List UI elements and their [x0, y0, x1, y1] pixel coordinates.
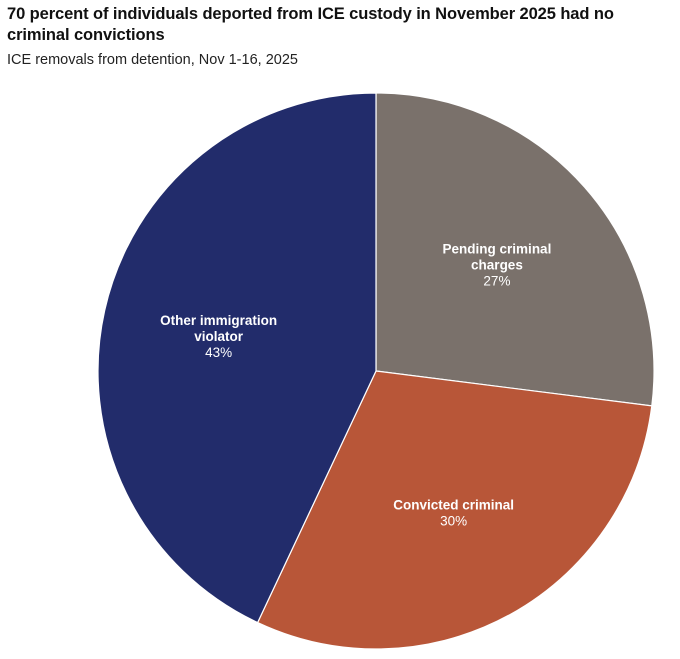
slice-label-text: violator: [194, 329, 244, 344]
pie-slice-pending-criminal-charges: [375, 92, 655, 407]
slice-value-label: 27%: [483, 273, 510, 288]
chart-subtitle: ICE removals from detention, Nov 1-16, 2…: [7, 52, 298, 68]
pie-slice-convicted-criminal: [256, 370, 653, 650]
slice-value-label: 30%: [440, 513, 467, 528]
slice-label-text: charges: [471, 257, 523, 272]
pie-slices: [97, 92, 655, 650]
slice-value-label: 43%: [205, 345, 232, 360]
slice-label-text: Other immigration: [160, 313, 277, 328]
slice-label-text: Convicted criminal: [393, 497, 514, 512]
slice-label-text: Pending criminal: [443, 241, 552, 256]
pie-slice-other-immigration-violator: [97, 92, 377, 624]
chart-title: 70 percent of individuals deported from …: [7, 5, 614, 44]
